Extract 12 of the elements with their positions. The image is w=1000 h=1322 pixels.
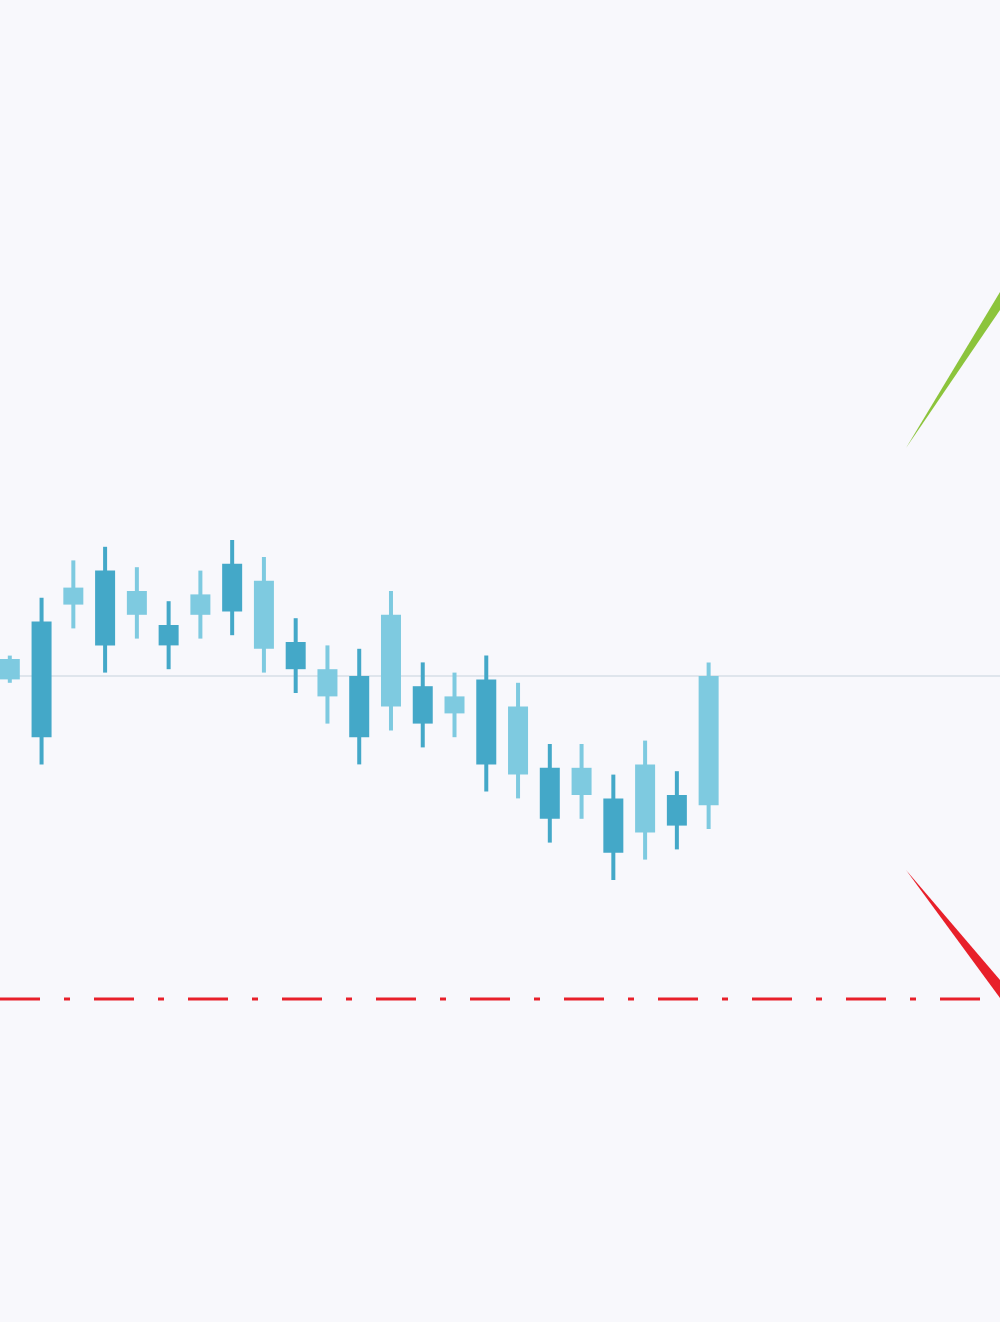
candlestick xyxy=(571,742,592,821)
candlestick xyxy=(222,538,243,638)
candlestick xyxy=(126,565,147,641)
candlestick xyxy=(285,616,306,695)
candlestick xyxy=(158,599,179,672)
candlestick xyxy=(190,568,211,641)
candlestick xyxy=(412,660,433,750)
candlestick xyxy=(0,653,20,685)
candlestick xyxy=(63,558,84,631)
candlestick xyxy=(444,670,465,740)
candlestick xyxy=(317,643,338,726)
candlestick xyxy=(666,769,687,852)
